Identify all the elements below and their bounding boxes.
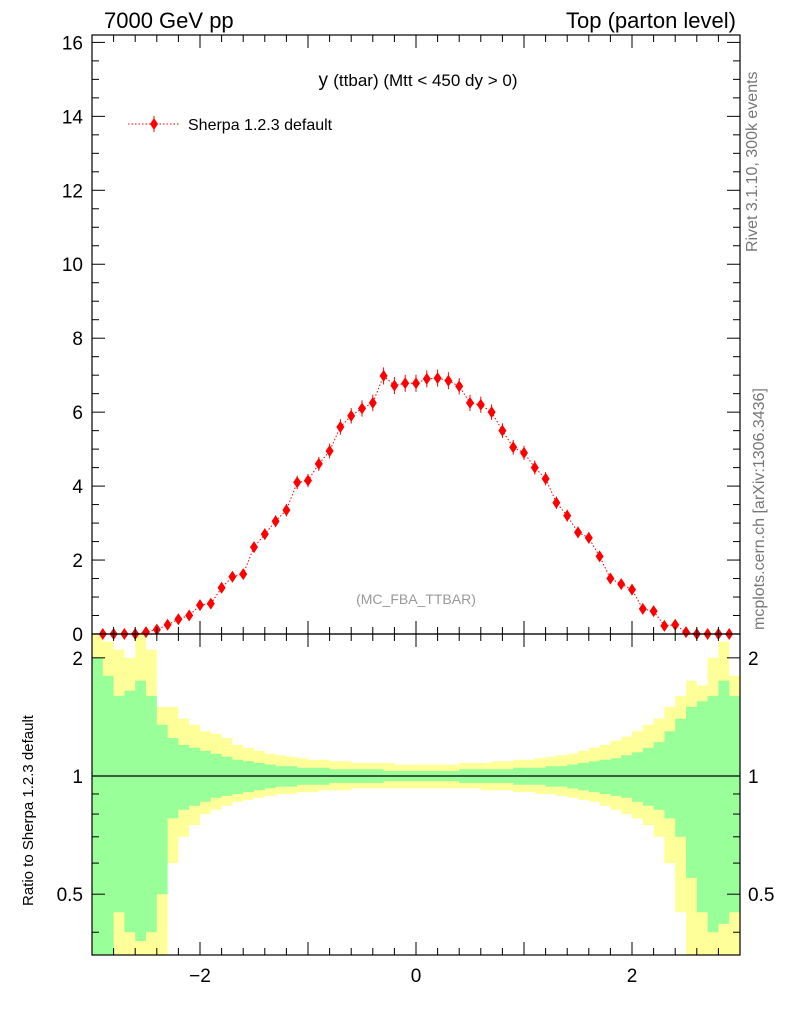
data-point — [509, 441, 518, 454]
data-point — [606, 572, 615, 585]
data-point — [379, 369, 388, 382]
data-point — [304, 474, 312, 487]
ratio-y-tick-label-left: 1 — [72, 767, 83, 788]
ratio-uncertainty-bands — [92, 634, 740, 955]
data-point — [325, 444, 334, 457]
ratio-y-tick-label-right: 1 — [748, 767, 759, 788]
data-point — [390, 379, 399, 392]
data-point — [628, 583, 636, 596]
data-point — [347, 409, 356, 422]
data-point — [574, 526, 582, 539]
ratio-y-tick-label-left: 2 — [72, 649, 83, 670]
data-point — [660, 619, 669, 632]
ratio-y-tick-label-right: 0.5 — [748, 885, 774, 906]
data-point — [185, 609, 194, 622]
data-point — [217, 581, 226, 594]
data-point — [487, 406, 496, 419]
data-point — [617, 578, 626, 591]
data-point — [466, 396, 474, 409]
data-point — [260, 528, 269, 541]
ratio-y-tick-label-left: 0.5 — [57, 885, 83, 906]
data-point — [649, 605, 658, 618]
data-point — [174, 613, 183, 626]
data-point — [250, 541, 258, 554]
data-point — [358, 402, 366, 415]
data-point — [271, 515, 280, 528]
main-y-tick-label: 8 — [72, 329, 83, 350]
data-point — [163, 618, 172, 631]
data-point — [282, 504, 291, 517]
x-tick-label: 2 — [627, 966, 638, 987]
data-point — [444, 374, 453, 387]
data-point — [206, 597, 215, 610]
main-y-tick-label: 12 — [62, 181, 83, 202]
x-tick-label: 0 — [411, 966, 422, 987]
header-left-label: 7000 GeV pp — [104, 8, 234, 33]
main-y-tick-label: 0 — [72, 625, 83, 646]
data-point — [239, 568, 248, 581]
data-point — [563, 509, 572, 522]
data-point — [142, 626, 150, 639]
header-right-label: Top (parton level) — [566, 8, 736, 33]
analysis-tag: (MC_FBA_TTBAR) — [356, 591, 476, 607]
data-point — [433, 372, 442, 385]
data-point — [682, 626, 690, 639]
ratio-y-tick-label-right: 2 — [748, 649, 759, 670]
plot-title: y (ttbar) (Mtt < 450 dy > 0) — [318, 70, 517, 91]
data-point — [401, 377, 410, 390]
main-y-tick-label: 2 — [72, 551, 83, 572]
data-point — [293, 476, 302, 489]
data-point — [520, 446, 528, 459]
data-point — [584, 531, 593, 544]
data-point — [314, 457, 323, 470]
data-point — [530, 461, 539, 474]
data-point — [336, 420, 345, 433]
data-point — [228, 570, 237, 583]
main-y-tick-label: 10 — [62, 255, 83, 276]
main-y-tick-label: 14 — [62, 107, 84, 128]
x-tick-label: −2 — [189, 966, 211, 987]
main-y-tick-label: 6 — [72, 403, 83, 424]
data-point — [552, 496, 561, 509]
data-point — [476, 398, 485, 411]
main-y-tick-label: 4 — [72, 477, 83, 498]
legend-marker — [150, 118, 158, 130]
legend-label: Sherpa 1.2.3 default — [188, 117, 333, 134]
main-series-group — [98, 367, 734, 640]
data-point — [671, 618, 680, 631]
data-point — [595, 550, 604, 563]
data-point — [455, 380, 464, 393]
data-point — [412, 377, 420, 390]
ratio-band-inner — [92, 657, 740, 955]
data-point — [541, 472, 550, 485]
data-point — [498, 424, 507, 437]
data-point — [422, 372, 431, 385]
data-point — [196, 599, 204, 612]
data-point — [638, 602, 647, 615]
data-point — [368, 396, 377, 409]
main-y-tick-label: 16 — [62, 33, 83, 54]
legend: Sherpa 1.2.3 default — [128, 116, 333, 134]
